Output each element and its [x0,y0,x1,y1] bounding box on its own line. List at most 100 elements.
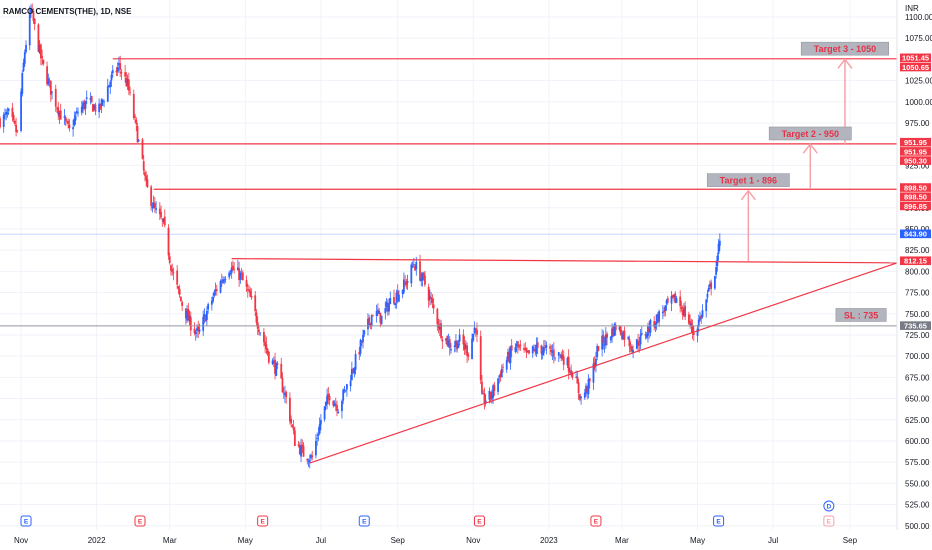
candle-body [611,328,613,338]
candle-body [47,78,50,85]
candle-body [327,393,330,398]
candle-body [63,116,66,118]
candle-body [665,300,668,304]
candle-body [262,331,265,343]
candle-body [33,18,36,24]
earnings-event[interactable]: E [358,515,370,527]
y-tick-label: 700.00 [905,352,930,361]
candle-body [4,113,6,115]
x-tick-label: Mar [615,536,629,545]
candle-body [516,341,519,348]
candle-body [571,373,574,378]
candle-body [267,352,270,363]
candle-body [421,273,424,281]
candle-body [472,333,475,341]
candle-body [525,347,528,353]
candle-body [346,384,348,390]
candle-body [120,71,123,74]
candle-body [145,175,148,181]
candle-body [576,376,579,384]
earnings-event[interactable]: E [257,515,269,527]
candle-body [466,345,468,356]
candle-body [648,328,651,332]
candle-body [150,186,153,207]
candle-body [542,346,545,353]
candle-body [462,334,465,345]
candle-body [595,358,597,366]
candle-body [212,296,214,302]
candle-body [363,330,366,335]
candle-body [601,335,604,350]
candle-body [232,265,234,271]
candle-body [13,120,16,124]
earnings-event[interactable]: E [590,515,602,527]
candle-body [479,336,482,381]
candle-body [310,454,312,459]
price-tag: 898.50 [900,183,931,192]
earnings-event[interactable]: E [823,515,835,527]
candle-body [341,400,343,412]
y-tick-label: 575.00 [905,458,930,467]
chart-title: RAMCO CEMENTS(THE), 1D, NSE [3,7,132,16]
event-markers: E E E E E E E E D [20,500,835,527]
earnings-event[interactable]: E [134,515,146,527]
candle-body [317,434,320,436]
earnings-event[interactable]: E [713,515,725,527]
price-axis[interactable]: 500.00 525.00 550.00 575.00 600.00 625.00 650.… [905,13,932,531]
candle-body [394,302,397,306]
candle-body [424,275,426,285]
candle-body [292,427,295,431]
candlesticks [0,3,721,469]
y-tick-label: 850.00 [905,225,930,234]
candle-body [432,304,435,309]
candle-body [561,354,564,359]
candle-body [301,444,304,447]
candle-body [324,401,327,406]
candle-body [197,326,200,331]
candle-body [406,280,409,283]
time-axis[interactable]: Nov 2022 Mar May Jul Sep Nov 2023 Mar May Jul Sep [14,536,858,545]
candle-body [670,295,673,304]
candle-body [224,279,227,280]
lower-trendline [309,262,898,464]
candle-body [656,313,659,323]
candle-body [448,339,451,349]
dividend-event[interactable]: D [823,500,835,512]
candle-body [153,203,156,208]
price-tag-value: 812.15 [904,257,927,266]
candle-body [441,339,444,342]
candle-body [100,99,103,106]
candle-body [203,314,206,318]
candle-body [54,89,57,107]
candle-body [370,315,373,326]
candle-body [523,347,525,350]
candle-body [162,218,165,222]
candle-body [250,295,253,298]
candle-body [603,343,606,346]
price-tag: 951.95 [900,147,931,156]
candle-body [446,336,449,346]
candle-body [129,91,131,93]
earnings-event-glyph: E [260,519,265,526]
earnings-event-glyph: E [362,519,367,526]
candle-body [115,70,118,73]
candle-body [25,45,27,52]
candle-body [367,318,369,330]
candle-body [184,308,187,319]
y-tick-label: 975.00 [905,119,930,128]
candle-body [57,107,60,115]
candle-body [509,347,512,364]
earnings-event[interactable]: E [20,515,32,527]
earnings-event-glyph: E [477,519,482,526]
candle-body [132,94,135,119]
candle-body [583,392,586,398]
candle-body [640,333,643,335]
earnings-event[interactable]: E [473,515,485,527]
earnings-event-glyph: E [827,519,832,526]
candle-body [98,103,101,113]
candle-body [578,393,581,400]
price-tag-value: 843.90 [904,230,927,239]
candle-body [248,289,250,291]
candle-body [692,332,695,335]
